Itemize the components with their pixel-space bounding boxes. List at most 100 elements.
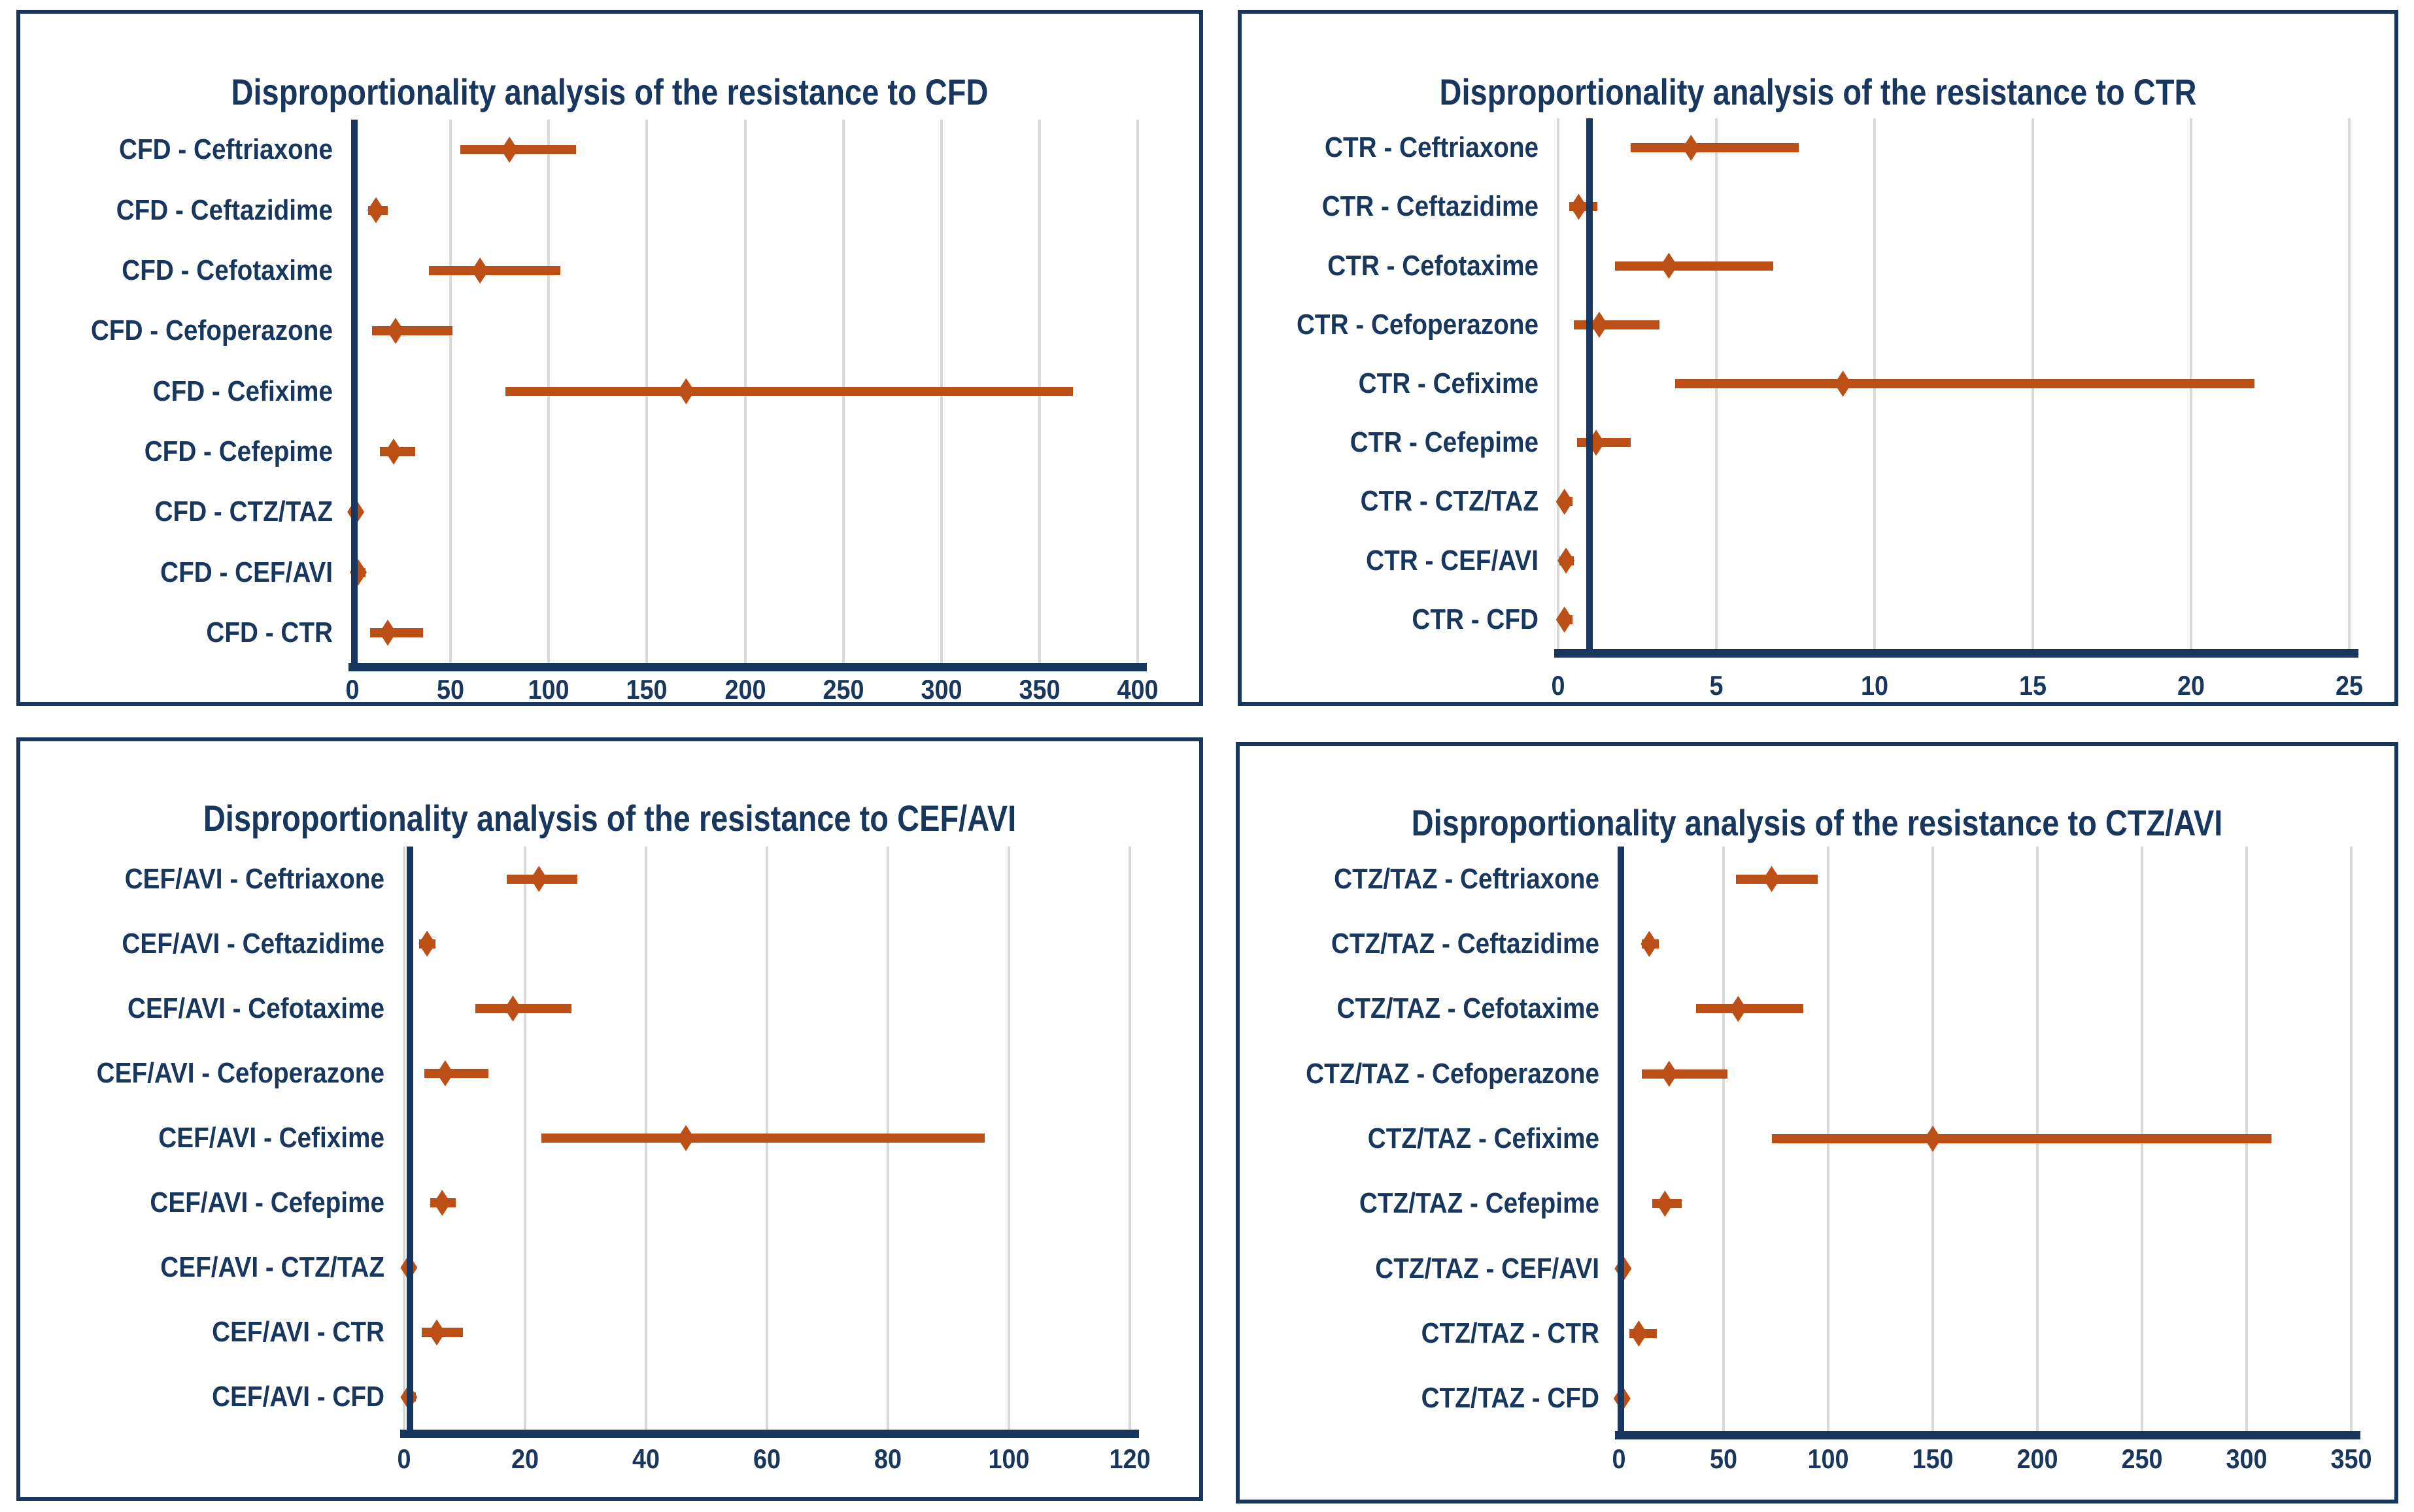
marker-diamond [1763,865,1780,892]
category-label: CTR - CFD [1412,603,1538,635]
gridline [2348,118,2351,649]
chart-title: Disproportionality analysis of the resis… [203,798,1017,839]
chart-title: Disproportionality analysis of the resis… [1411,802,2223,844]
x-tick-label: 50 [437,674,465,705]
error-bar [372,326,453,336]
marker-diamond [428,1319,445,1346]
gridline [2350,847,2353,1431]
gridline [1722,847,1725,1431]
x-tick-label: 150 [626,674,668,705]
category-label: CTZ/TAZ - CTR [1421,1317,1599,1349]
category-label: CTZ/TAZ - Cefotaxime [1336,992,1599,1025]
marker-diamond [471,257,489,284]
category-label: CTR - Cefepime [1350,426,1538,459]
category-label: CEF/AVI - CFD [212,1381,384,1413]
category-label: CEF/AVI - Ceftazidime [122,927,384,960]
gridline [524,847,526,1430]
marker-diamond [418,930,436,957]
category-label: CEF/AVI - CTR [212,1316,384,1349]
reference-line [1618,847,1625,1437]
marker-diamond [1682,135,1700,161]
error-bar [1771,1134,2272,1143]
x-tick-label: 100 [1807,1443,1849,1474]
marker-diamond [379,619,397,646]
category-label: CEF/AVI - Cefepime [150,1186,384,1219]
x-tick-label: 350 [1019,674,1061,705]
marker-diamond [1557,547,1575,574]
x-tick-label: 20 [511,1443,539,1474]
error-bar [370,628,424,637]
x-tick-label: 200 [2016,1443,2058,1474]
x-tick-label: 50 [1709,1443,1738,1474]
category-label: CEF/AVI - Cefotaxime [127,992,384,1024]
category-label: CFD - CEF/AVI [160,556,333,588]
category-label: CFD - Ceftriaxone [118,133,333,166]
x-tick-label: 250 [2121,1443,2163,1474]
reference-line [351,120,358,669]
x-tick-label: 400 [1117,674,1159,705]
category-label: CFD - Cefixime [152,375,333,407]
category-label: CTZ/TAZ - Ceftazidime [1331,928,1599,960]
gridline [1136,120,1139,663]
x-tick-label: 300 [921,674,962,705]
x-tick-label: 40 [632,1443,660,1474]
category-label: CTZ/TAZ - CFD [1421,1382,1599,1415]
marker-diamond [436,1060,454,1086]
marker-diamond [677,378,695,405]
marker-diamond [501,137,518,163]
marker-diamond [1834,371,1852,397]
x-tick-label: 0 [345,674,360,705]
error-bar [460,145,577,155]
error-bar [1675,379,2254,388]
gridline [403,847,405,1430]
category-label: CTZ/TAZ - Ceftriaxone [1334,862,1599,895]
marker-diamond [1924,1126,1941,1152]
marker-diamond [434,1190,451,1217]
x-tick-label: 150 [1912,1443,1954,1474]
gridline [1008,847,1010,1430]
x-tick-label: 300 [2226,1443,2268,1474]
marker-diamond [1640,931,1658,957]
gridline [1557,118,1559,649]
category-label: CFD - CTZ/TAZ [154,496,333,528]
category-label: CFD - Cefepime [144,435,333,467]
chart-title: Disproportionality analysis of the resis… [231,71,989,113]
x-tick-label: 0 [1612,1443,1626,1474]
x-tick-label: 350 [2330,1443,2372,1474]
error-bar [1696,1004,1803,1014]
marker-diamond [1660,252,1678,279]
chart-title: Disproportionality analysis of the resis… [1439,71,2197,113]
error-bar [1642,1069,1728,1079]
marker-diamond [387,318,405,344]
marker-diamond [1729,996,1747,1022]
category-label: CTR - Cefixime [1358,367,1538,399]
x-tick-label: 5 [1709,670,1724,701]
x-tick-label: 20 [2177,670,2205,701]
x-tick-label: 200 [724,674,766,705]
x-tick-label: 100 [988,1443,1030,1474]
error-bar [424,1068,488,1078]
gridline [1129,847,1131,1430]
reference-line [407,847,414,1436]
error-bar [541,1134,985,1143]
error-bar [475,1003,572,1013]
category-label: CTZ/TAZ - CEF/AVI [1375,1252,1599,1285]
x-tick-label: 0 [397,1443,411,1474]
x-axis-line [1554,649,2358,658]
gridline [449,120,452,663]
category-label: CEF/AVI - Cefixime [158,1122,384,1154]
category-label: CTZ/TAZ - Cefoperazone [1306,1057,1599,1090]
marker-diamond [504,995,522,1022]
error-bar [1615,261,1774,271]
category-label: CTZ/TAZ - Cefixime [1367,1122,1599,1154]
x-tick-label: 15 [2018,670,2047,701]
category-label: CTZ/TAZ - Cefepime [1359,1187,1599,1220]
category-label: CTR - Ceftazidime [1321,190,1538,223]
marker-diamond [1570,193,1588,220]
category-label: CEF/AVI - Cefoperazone [96,1056,384,1089]
category-label: CFD - Cefotaxime [122,254,333,286]
marker-diamond [385,438,403,465]
error-bar [1631,143,1799,153]
x-tick-label: 60 [753,1443,781,1474]
panel-cfd: Disproportionality analysis of the resis… [16,10,1203,706]
